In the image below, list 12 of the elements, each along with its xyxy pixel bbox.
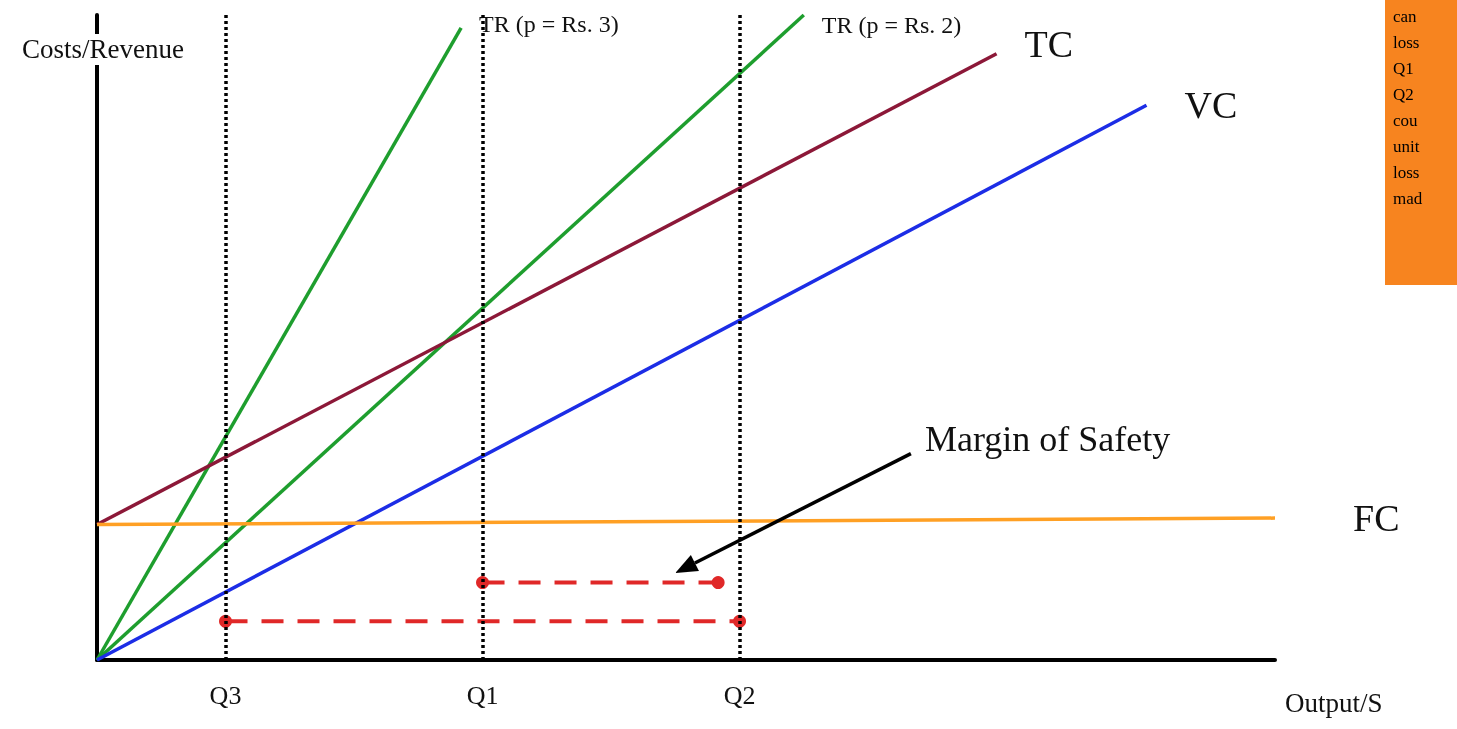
x-tick-label: Q2 xyxy=(723,680,756,710)
y-axis-title: Costs/Revenue xyxy=(20,34,186,65)
series-label: TR (p = Rs. 2) xyxy=(821,12,962,38)
text: can loss Q1 Q2 cou unit loss mad xyxy=(1385,0,1457,285)
series-label: VC xyxy=(1184,84,1238,127)
annotation: Margin of Safety xyxy=(924,417,1171,460)
x-tick-label: Q1 xyxy=(466,680,499,710)
text: FC xyxy=(1353,497,1400,540)
x-axis-title: Output/S xyxy=(1285,688,1383,719)
x-tick-label: Q3 xyxy=(209,680,242,710)
series-label: TR (p = Rs. 3) xyxy=(479,10,619,37)
series-label: TC xyxy=(1024,22,1074,65)
